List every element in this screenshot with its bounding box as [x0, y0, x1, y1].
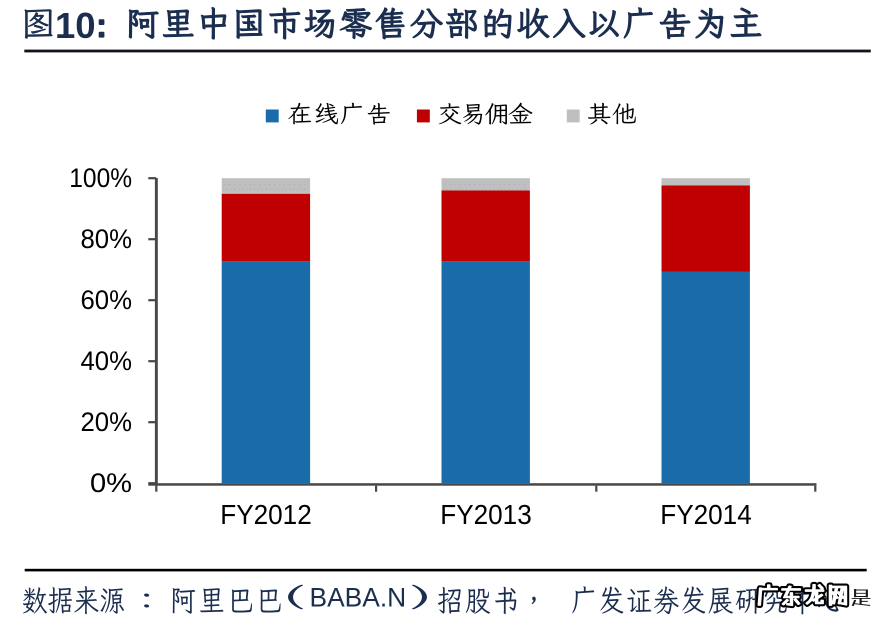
svg-text:FY2014: FY2014 [660, 499, 752, 530]
svg-text:FY2012: FY2012 [220, 499, 312, 530]
svg-text:40%: 40% [81, 346, 133, 376]
svg-text:80%: 80% [81, 224, 133, 254]
svg-text:10: 10 [55, 5, 96, 46]
svg-text:20%: 20% [81, 407, 133, 437]
svg-text:FY2013: FY2013 [440, 499, 532, 530]
svg-text:BABA.N: BABA.N [310, 583, 407, 613]
svg-text:0%: 0% [90, 468, 132, 498]
svg-text:60%: 60% [81, 285, 133, 315]
svg-text:100%: 100% [69, 163, 132, 193]
